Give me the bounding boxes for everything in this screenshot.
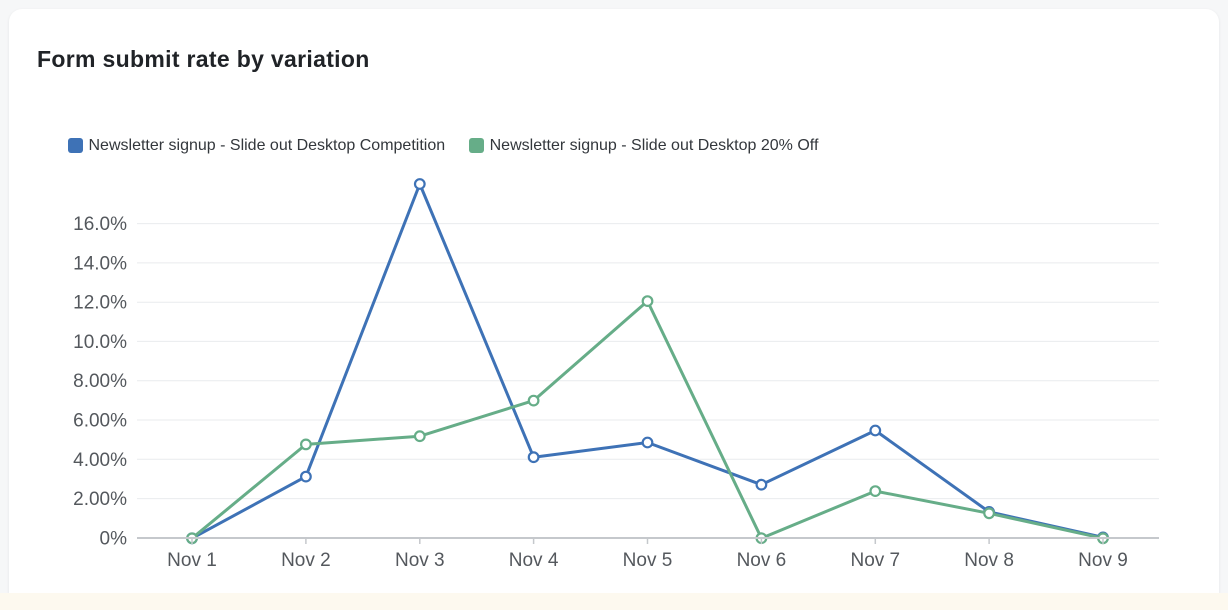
svg-text:Nov 9: Nov 9 — [1078, 550, 1128, 571]
svg-text:16.0%: 16.0% — [73, 214, 127, 235]
svg-text:Nov 7: Nov 7 — [850, 550, 900, 571]
svg-text:Nov 8: Nov 8 — [964, 550, 1014, 571]
svg-text:8.00%: 8.00% — [73, 371, 127, 392]
svg-text:2.00%: 2.00% — [73, 489, 127, 510]
svg-text:Nov 2: Nov 2 — [281, 550, 331, 571]
svg-text:14.0%: 14.0% — [73, 253, 127, 274]
svg-text:Nov 4: Nov 4 — [509, 550, 559, 571]
svg-text:Nov 1: Nov 1 — [167, 550, 217, 571]
svg-text:Nov 6: Nov 6 — [737, 550, 787, 571]
svg-text:Nov 5: Nov 5 — [623, 550, 673, 571]
svg-text:12.0%: 12.0% — [73, 293, 127, 314]
svg-text:10.0%: 10.0% — [73, 332, 127, 353]
svg-text:4.00%: 4.00% — [73, 450, 127, 471]
svg-text:Nov 3: Nov 3 — [395, 550, 445, 571]
svg-text:6.00%: 6.00% — [73, 411, 127, 432]
svg-text:0%: 0% — [100, 529, 128, 550]
